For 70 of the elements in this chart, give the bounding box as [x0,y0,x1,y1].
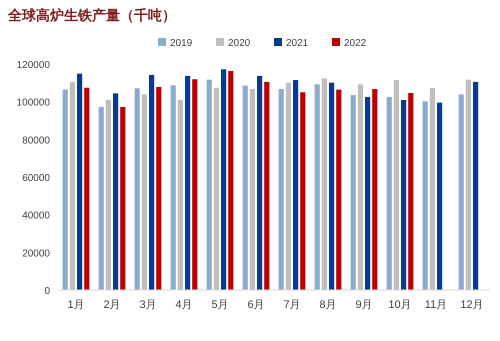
bar [156,86,162,290]
bar [106,100,111,290]
legend-label: 2022 [344,38,367,49]
bar [185,76,190,290]
x-tick-label: 7月 [283,299,301,311]
x-tick-label: 11月 [424,299,448,311]
bar [221,69,226,290]
bar [350,95,356,290]
x-tick-label: 4月 [175,299,193,311]
bar [314,84,320,290]
x-tick-label: 5月 [211,299,229,311]
bar [134,88,140,290]
bar [293,80,298,290]
bar [473,82,478,290]
bar [62,90,68,290]
x-tick-label: 8月 [319,299,337,311]
bar [170,85,176,290]
bar [70,82,75,290]
bar [77,74,82,290]
bar [113,93,118,290]
bar [192,79,198,290]
bar [372,89,378,290]
bar [300,92,306,290]
bar [214,88,219,290]
legend-label: 2019 [170,38,193,49]
bar [394,80,399,290]
bar [149,74,154,290]
x-tick-label: 1月 [67,299,85,311]
y-tick-label: 40000 [22,210,50,222]
bar [142,94,147,290]
bar [257,76,262,290]
y-tick-label: 100000 [16,98,50,109]
bar [178,100,183,290]
bar [228,70,234,290]
bar [278,89,284,290]
bar [98,106,104,290]
bar [250,89,255,290]
bar [329,82,334,290]
legend-label: 2020 [228,38,251,49]
y-tick-label: 20000 [22,248,50,260]
bar [437,102,442,290]
x-tick-label: 12月 [460,299,484,311]
bar [242,86,248,290]
x-tick-label: 9月 [355,299,373,311]
bar [401,100,406,290]
bar [336,90,342,290]
legend-label: 2021 [286,38,309,49]
x-tick-label: 3月 [139,299,157,311]
chart-title: 全球高炉生铁产量（千吨） [7,7,176,23]
x-tick-label: 6月 [247,299,265,311]
x-tick-label: 2月 [103,299,121,311]
bar [466,80,471,290]
y-tick-label: 0 [44,286,50,297]
bar [430,88,435,290]
bar [120,106,126,290]
y-tick-label: 120000 [16,60,50,71]
bar [358,84,363,290]
bar [84,88,90,290]
bar [264,82,270,290]
bar [408,93,414,290]
bar [422,101,428,290]
bar [206,80,212,290]
x-tick-label: 10月 [388,299,412,311]
y-tick-label: 60000 [22,173,50,184]
bar [458,94,464,290]
bar [322,78,327,290]
bar [286,82,291,290]
y-tick-label: 80000 [22,135,50,146]
bar [386,96,392,290]
bar [365,96,370,290]
